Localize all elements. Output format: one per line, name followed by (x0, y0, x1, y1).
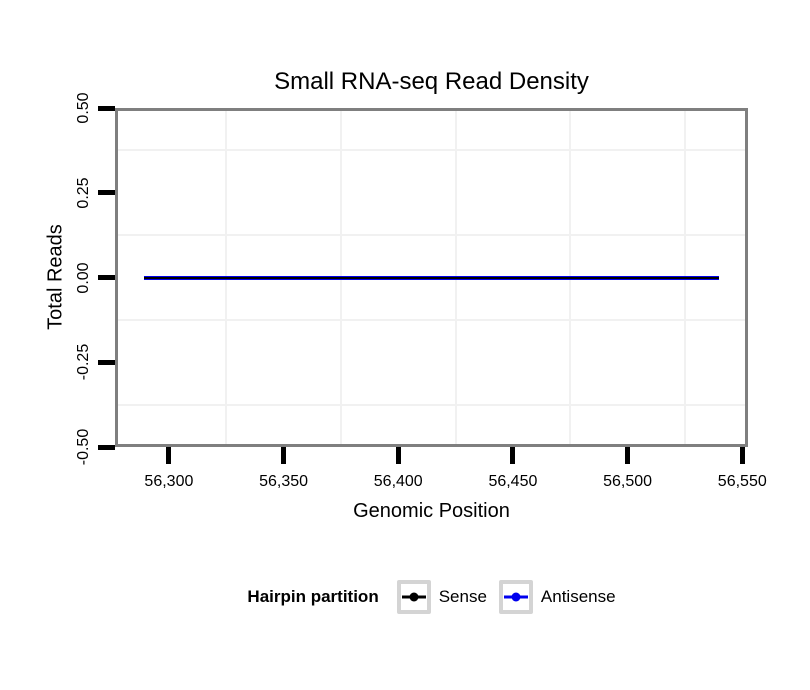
x-axis-tick (395, 447, 401, 464)
y-axis-tick-label: -0.50 (75, 428, 92, 466)
gridline-minor-horizontal (118, 149, 745, 152)
legend-entry-antisense: Antisense (498, 580, 616, 614)
y-axis-tick-label: -0.25 (75, 344, 92, 381)
x-axis-tick (625, 447, 631, 464)
x-axis-tick-label: 56,300 (144, 473, 194, 490)
gridline-minor-horizontal (118, 318, 745, 321)
legend-key-antisense (498, 580, 533, 614)
x-axis-title: Genomic Position (353, 500, 510, 522)
x-axis-tick (739, 447, 745, 464)
x-axis-tick (281, 447, 287, 464)
x-axis-tick-label: 56,350 (259, 473, 309, 490)
legend-key-sense (396, 580, 431, 614)
data-line-sense (143, 276, 720, 279)
sense-point-icon (409, 592, 419, 602)
x-axis-tick-label: 56,550 (717, 473, 767, 490)
legend-label-sense: Sense (438, 587, 487, 606)
y-axis-tick (98, 105, 115, 111)
x-axis-tick (510, 447, 516, 464)
y-axis-tick (98, 444, 115, 450)
legend-title: Hairpin partition (247, 587, 379, 606)
y-axis-tick-label: 0.25 (75, 177, 92, 209)
x-axis-tick-label: 56,400 (373, 473, 423, 490)
y-axis-tick (98, 359, 115, 365)
legend-label-antisense: Antisense (540, 587, 616, 606)
chart-title: Small RNA-seq Read Density (274, 68, 589, 95)
y-axis-tick-label: 0.00 (75, 261, 92, 294)
gridline-minor-horizontal (118, 234, 745, 237)
plot-panel (115, 108, 748, 447)
y-axis-tick (98, 275, 115, 280)
y-axis-tick-label: 0.50 (75, 92, 92, 124)
x-axis-tick-label: 56,500 (603, 473, 653, 490)
legend-entry-sense: Sense (396, 580, 487, 614)
antisense-point-icon (511, 592, 521, 602)
legend: Hairpin partition Sense Antisense (115, 579, 748, 615)
x-axis-tick-label: 56,450 (488, 473, 538, 490)
y-axis-tick (98, 190, 115, 196)
plot-area (118, 111, 745, 444)
y-axis-title: Total Reads (44, 224, 67, 330)
gridline-minor-horizontal (118, 403, 745, 406)
x-axis-tick (166, 447, 172, 464)
